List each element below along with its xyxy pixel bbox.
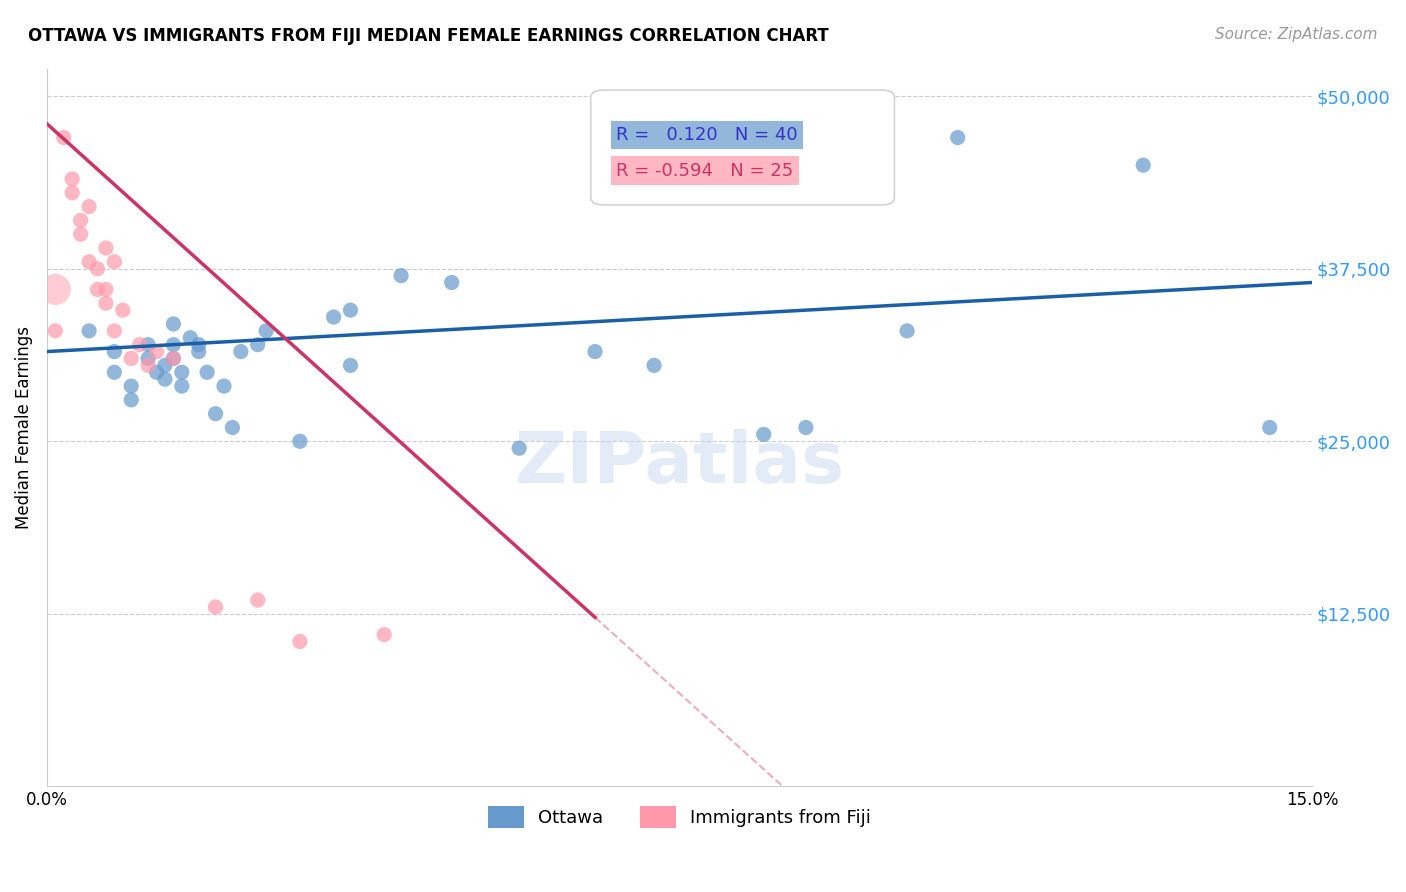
Text: Source: ZipAtlas.com: Source: ZipAtlas.com — [1215, 27, 1378, 42]
Point — [170, 365, 193, 379]
Point — [221, 420, 243, 434]
Point — [794, 420, 817, 434]
Point — [136, 359, 159, 373]
Point — [77, 255, 100, 269]
Point — [69, 213, 91, 227]
Point — [373, 627, 395, 641]
Point — [60, 172, 83, 186]
Point — [246, 593, 269, 607]
Text: OTTAWA VS IMMIGRANTS FROM FIJI MEDIAN FEMALE EARNINGS CORRELATION CHART: OTTAWA VS IMMIGRANTS FROM FIJI MEDIAN FE… — [28, 27, 830, 45]
Point — [170, 379, 193, 393]
Point — [246, 337, 269, 351]
Point — [322, 310, 344, 324]
Point — [583, 344, 606, 359]
Point — [136, 337, 159, 351]
Point — [153, 372, 176, 386]
Point — [440, 276, 463, 290]
Point — [288, 434, 311, 449]
Point — [288, 634, 311, 648]
Point — [94, 296, 117, 310]
Point — [86, 282, 108, 296]
Point — [643, 359, 665, 373]
Point — [86, 261, 108, 276]
Point — [896, 324, 918, 338]
Point — [145, 344, 167, 359]
FancyBboxPatch shape — [591, 90, 894, 205]
Point — [162, 351, 184, 366]
Point — [103, 365, 125, 379]
Point — [195, 365, 218, 379]
Point — [1258, 420, 1281, 434]
Point — [145, 365, 167, 379]
Point — [212, 379, 235, 393]
Point — [339, 303, 361, 318]
Point — [204, 599, 226, 614]
Text: R =   0.120   N = 40: R = 0.120 N = 40 — [616, 126, 797, 144]
Point — [153, 359, 176, 373]
Point — [103, 344, 125, 359]
Point — [111, 303, 134, 318]
Point — [229, 344, 252, 359]
Point — [77, 200, 100, 214]
Point — [94, 282, 117, 296]
Text: ZIPatlas: ZIPatlas — [515, 429, 845, 498]
Point — [69, 227, 91, 242]
Point — [77, 324, 100, 338]
Point — [94, 241, 117, 255]
Point — [60, 186, 83, 200]
Point — [120, 392, 142, 407]
Point — [44, 282, 66, 296]
Point — [162, 351, 184, 366]
Y-axis label: Median Female Earnings: Median Female Earnings — [15, 326, 32, 529]
Point — [128, 337, 150, 351]
Text: R = -0.594   N = 25: R = -0.594 N = 25 — [616, 161, 793, 180]
Point — [52, 130, 75, 145]
Point — [187, 337, 209, 351]
Point — [946, 130, 969, 145]
Point — [508, 441, 530, 455]
Point — [103, 255, 125, 269]
Point — [120, 379, 142, 393]
Point — [162, 317, 184, 331]
Point — [103, 324, 125, 338]
Point — [339, 359, 361, 373]
Point — [204, 407, 226, 421]
Legend: Ottawa, Immigrants from Fiji: Ottawa, Immigrants from Fiji — [481, 798, 879, 835]
Point — [389, 268, 412, 283]
Point — [120, 351, 142, 366]
Point — [44, 324, 66, 338]
Point — [1132, 158, 1154, 172]
Point — [179, 331, 201, 345]
Point — [752, 427, 775, 442]
Point — [187, 344, 209, 359]
Point — [254, 324, 277, 338]
Point — [136, 351, 159, 366]
Point — [162, 337, 184, 351]
